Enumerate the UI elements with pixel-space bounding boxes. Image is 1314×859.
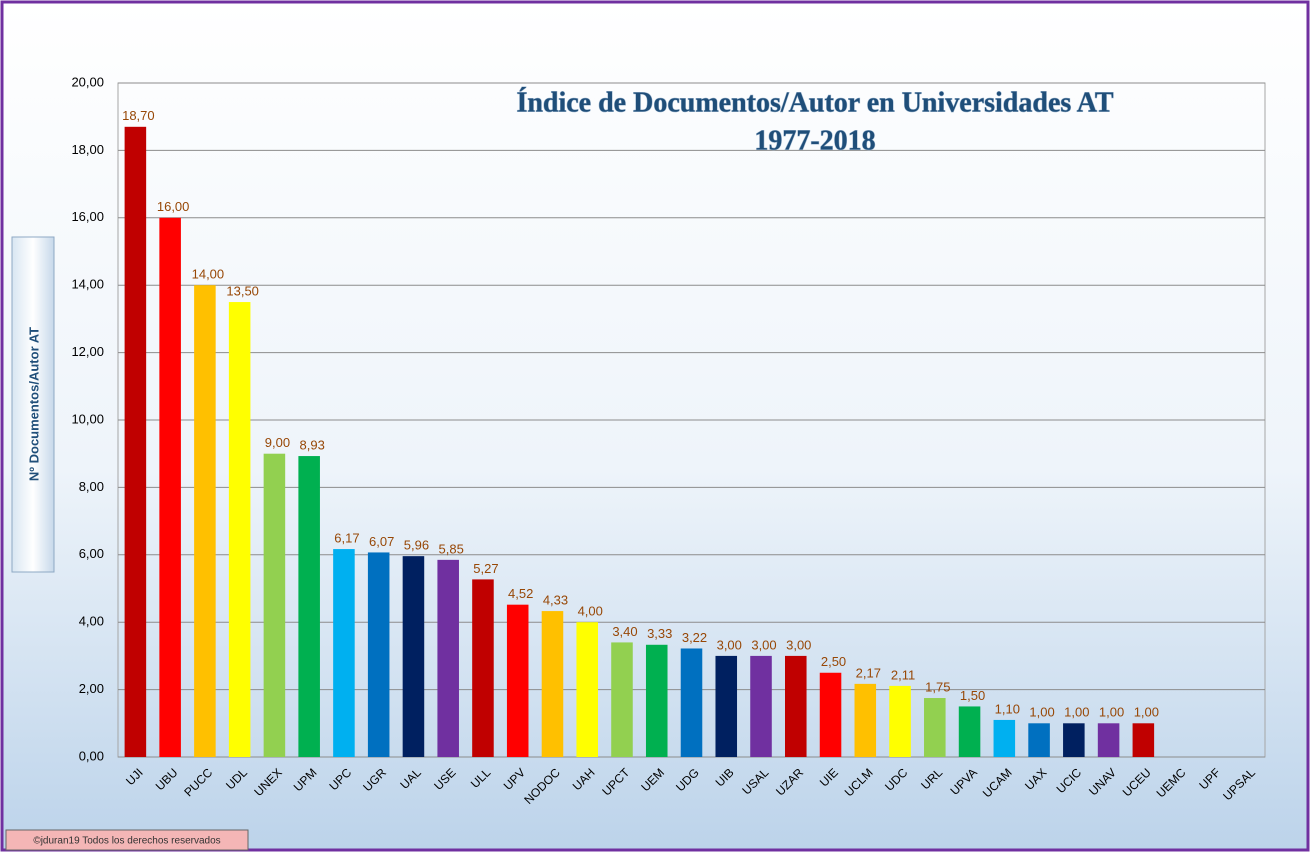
bar <box>611 642 633 757</box>
bar <box>159 217 181 758</box>
value-label: 8,93 <box>300 437 325 452</box>
value-label: 4,52 <box>508 586 533 601</box>
value-label: 2,11 <box>891 667 915 682</box>
bar <box>263 453 286 757</box>
value-label: 13,50 <box>226 283 259 298</box>
value-label: 6,07 <box>369 534 394 549</box>
value-label: 1,50 <box>960 688 985 703</box>
bar <box>750 655 772 757</box>
value-label: 18,70 <box>122 108 155 123</box>
bar <box>889 685 911 757</box>
value-label: 1,00 <box>1064 705 1089 720</box>
bar <box>958 706 981 757</box>
value-label: 6,17 <box>334 531 359 546</box>
y-tick-label: 2,00 <box>79 681 104 696</box>
bar <box>298 456 320 757</box>
y-tick-label: 12,00 <box>71 344 104 359</box>
y-tick-label: 4,00 <box>79 614 104 629</box>
bar <box>194 285 216 757</box>
value-label: 14,00 <box>192 267 225 282</box>
bar <box>993 719 1016 757</box>
value-label: 5,85 <box>439 541 464 556</box>
bar <box>819 672 842 757</box>
bar <box>715 655 738 757</box>
bar <box>367 552 390 757</box>
bar <box>576 622 599 757</box>
y-label-box <box>11 236 55 573</box>
bar <box>1097 723 1120 757</box>
bar <box>333 549 355 757</box>
bar <box>437 559 459 757</box>
bar <box>1132 723 1155 757</box>
value-label: 3,00 <box>751 637 776 652</box>
value-label: 5,27 <box>473 561 498 576</box>
value-label: 5,96 <box>404 538 429 553</box>
bar <box>124 126 147 757</box>
bar <box>645 644 668 757</box>
bar <box>541 611 564 757</box>
y-tick-label: 18,00 <box>71 142 104 157</box>
bar <box>854 683 877 757</box>
bar <box>402 556 425 757</box>
y-tick-label: 14,00 <box>71 277 104 292</box>
value-label: 1,00 <box>1099 705 1124 720</box>
bar <box>924 698 946 757</box>
value-label: 16,00 <box>157 199 190 214</box>
bar <box>472 579 494 757</box>
bar <box>1063 723 1085 757</box>
value-label: 1,00 <box>1134 705 1159 720</box>
bar <box>680 648 703 757</box>
y-tick-label: 16,00 <box>71 209 104 224</box>
y-axis-label: Nº Documentos/Autor AT <box>26 327 41 481</box>
value-label: 3,40 <box>612 624 637 639</box>
bar <box>506 604 529 757</box>
value-label: 1,10 <box>995 701 1020 716</box>
value-label: 4,33 <box>543 593 568 608</box>
value-label: 2,17 <box>856 665 881 680</box>
chart-title: Índice de Documentos/Autor en Universida… <box>516 87 1113 118</box>
y-tick-label: 20,00 <box>71 74 104 89</box>
value-label: 1,75 <box>925 679 950 694</box>
y-tick-label: 0,00 <box>79 748 104 763</box>
y-tick-label: 6,00 <box>79 546 104 561</box>
chart-subtitle: 1977-2018 <box>754 125 875 156</box>
y-tick-label: 10,00 <box>71 411 104 426</box>
bar <box>1028 723 1050 757</box>
footer: ©jduran19 Todos los derechos reservados <box>33 836 220 847</box>
value-label: 3,00 <box>717 637 742 652</box>
footer-box <box>5 829 249 851</box>
value-label: 3,22 <box>682 630 707 645</box>
value-label: 4,00 <box>578 604 603 619</box>
value-label: 3,00 <box>786 637 811 652</box>
bar <box>784 655 807 757</box>
value-label: 9,00 <box>265 435 290 450</box>
y-tick-label: 8,00 <box>79 479 104 494</box>
value-label: 3,33 <box>647 626 672 641</box>
bar <box>228 302 251 757</box>
value-label: 1,00 <box>1029 705 1054 720</box>
value-label: 2,50 <box>821 654 846 669</box>
